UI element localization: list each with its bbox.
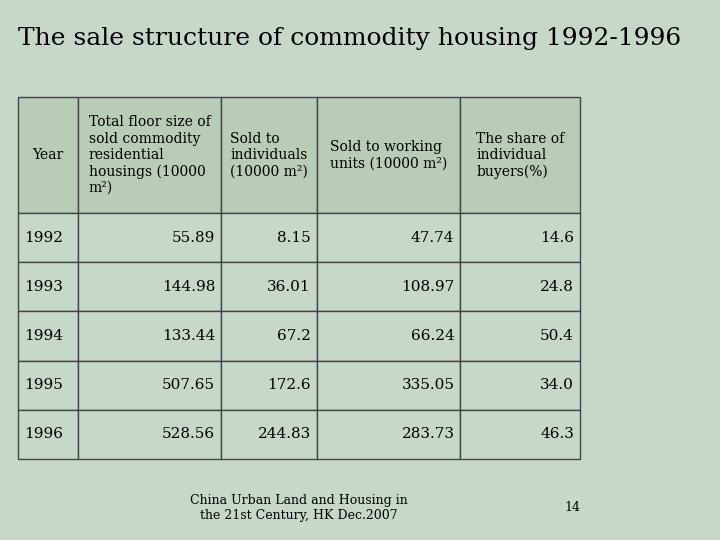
Bar: [221, 410, 317, 459]
Text: 133.44: 133.44: [162, 329, 215, 343]
Bar: [221, 312, 317, 361]
Text: 507.65: 507.65: [162, 378, 215, 392]
Bar: [317, 361, 461, 410]
Bar: [461, 97, 580, 213]
Text: 1995: 1995: [24, 378, 63, 392]
Text: 14: 14: [564, 501, 580, 514]
Text: Total floor size of
sold commodity
residential
housings (10000
m²): Total floor size of sold commodity resid…: [89, 116, 210, 195]
Bar: [78, 213, 221, 262]
Text: Sold to
individuals
(10000 m²): Sold to individuals (10000 m²): [230, 132, 308, 178]
Text: 67.2: 67.2: [277, 329, 311, 343]
Bar: [78, 410, 221, 459]
Bar: [317, 262, 461, 312]
Bar: [221, 262, 317, 312]
Text: 14.6: 14.6: [540, 231, 574, 245]
Text: 1992: 1992: [24, 231, 63, 245]
Text: 108.97: 108.97: [401, 280, 454, 294]
Bar: [317, 410, 461, 459]
Bar: [18, 97, 78, 213]
Bar: [18, 312, 78, 361]
Bar: [317, 213, 461, 262]
Bar: [78, 361, 221, 410]
Text: 528.56: 528.56: [162, 427, 215, 441]
Text: 50.4: 50.4: [540, 329, 574, 343]
Text: 8.15: 8.15: [277, 231, 311, 245]
Text: 283.73: 283.73: [402, 427, 454, 441]
Bar: [317, 312, 461, 361]
Bar: [18, 213, 78, 262]
Text: China Urban Land and Housing in
the 21st Century, HK Dec.2007: China Urban Land and Housing in the 21st…: [190, 494, 408, 522]
Bar: [221, 361, 317, 410]
Text: 172.6: 172.6: [267, 378, 311, 392]
Text: 46.3: 46.3: [540, 427, 574, 441]
Bar: [18, 262, 78, 312]
Bar: [78, 262, 221, 312]
Bar: [461, 213, 580, 262]
Text: 36.01: 36.01: [267, 280, 311, 294]
Text: 335.05: 335.05: [402, 378, 454, 392]
Text: 66.24: 66.24: [410, 329, 454, 343]
Bar: [461, 361, 580, 410]
Text: 24.8: 24.8: [540, 280, 574, 294]
Text: 1994: 1994: [24, 329, 63, 343]
Text: The share of
individual
buyers(%): The share of individual buyers(%): [476, 132, 564, 179]
Text: The sale structure of commodity housing 1992-1996: The sale structure of commodity housing …: [18, 27, 681, 50]
Bar: [18, 361, 78, 410]
Text: 1996: 1996: [24, 427, 63, 441]
Bar: [461, 410, 580, 459]
Text: 47.74: 47.74: [411, 231, 454, 245]
Bar: [221, 97, 317, 213]
Bar: [221, 213, 317, 262]
Text: 34.0: 34.0: [540, 378, 574, 392]
Bar: [78, 312, 221, 361]
Text: Sold to working
units (10000 m²): Sold to working units (10000 m²): [330, 140, 447, 170]
Bar: [461, 262, 580, 312]
Text: Year: Year: [32, 148, 63, 162]
Bar: [317, 97, 461, 213]
Text: 55.89: 55.89: [172, 231, 215, 245]
Bar: [461, 312, 580, 361]
Bar: [78, 97, 221, 213]
Text: 244.83: 244.83: [258, 427, 311, 441]
Text: 1993: 1993: [24, 280, 63, 294]
Bar: [18, 410, 78, 459]
Text: 144.98: 144.98: [162, 280, 215, 294]
